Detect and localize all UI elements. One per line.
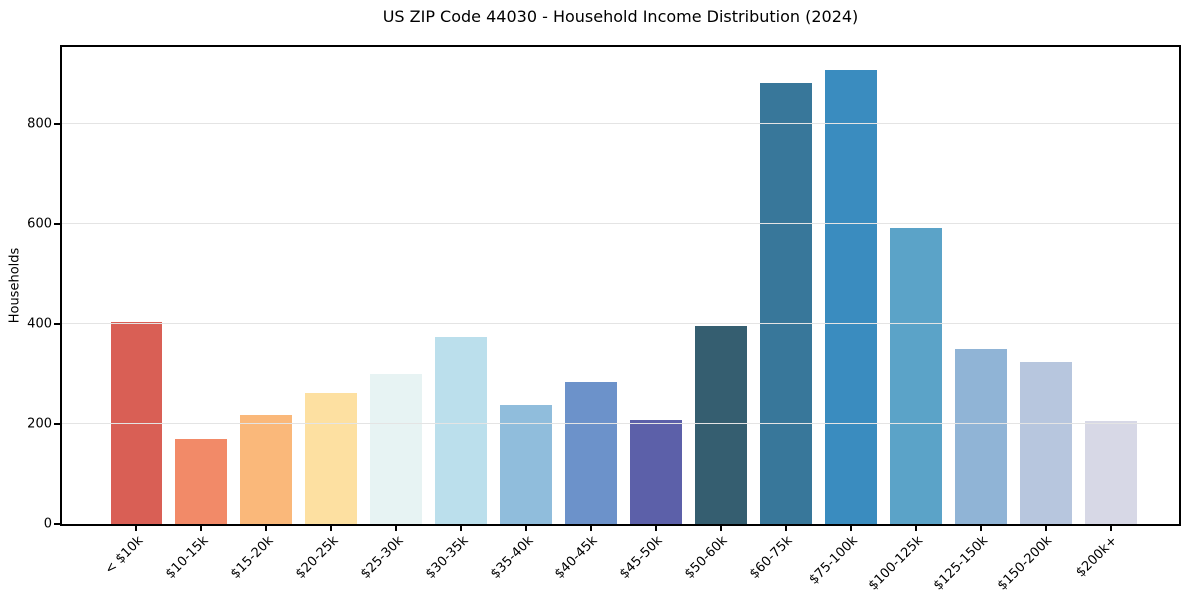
y-tick-mark — [54, 123, 60, 125]
y-tick-mark — [54, 223, 60, 225]
gridline — [62, 423, 1179, 424]
bar-100-125k — [889, 227, 942, 524]
x-tick-mark — [395, 526, 398, 531]
bar-slot: $200k+ — [1073, 47, 1143, 580]
y-axis-label: Households — [7, 247, 23, 324]
x-tick-mark — [914, 526, 917, 531]
gridline — [62, 123, 1179, 124]
x-tick-mark — [719, 526, 722, 531]
bar-slot: $10-15k — [163, 47, 234, 582]
y-tick-label: 600 — [27, 216, 52, 232]
x-tick-label: $100-125k — [865, 533, 926, 590]
bars-row: < $10k $10-15k $15-20k $20-25k $25-30k $30-35… — [102, 47, 1143, 590]
bar-15-20k — [240, 414, 293, 524]
x-tick-mark — [265, 526, 268, 531]
x-tick-label: $150-200k — [995, 533, 1056, 590]
x-tick-label: $15-20k — [227, 533, 277, 582]
bar-125-150k — [954, 348, 1007, 524]
x-tick-mark — [654, 526, 657, 531]
bar-25-30k — [370, 373, 423, 524]
x-tick-label: $40-45k — [552, 533, 601, 582]
x-tick-label: $50-60k — [682, 533, 731, 582]
bar-slot: $35-40k — [488, 47, 559, 582]
x-tick-mark — [979, 526, 982, 531]
x-tick-label: $45-50k — [617, 533, 666, 582]
bar-slot: $150-200k — [995, 47, 1078, 590]
x-tick-label: < $10k — [102, 533, 147, 578]
x-tick-mark — [1044, 526, 1047, 531]
gridline — [62, 323, 1179, 324]
bar-45-50k — [630, 419, 682, 524]
bar-slot: $15-20k — [228, 47, 299, 582]
y-tick-label: 0 — [43, 516, 52, 532]
bar-slot: < $10k — [102, 47, 169, 577]
x-tick-mark — [200, 526, 203, 531]
chart-title: US ZIP Code 44030 - Household Income Dis… — [382, 7, 859, 26]
x-tick-label: $25-30k — [357, 533, 407, 582]
x-tick-label: $125-150k — [930, 533, 991, 590]
x-tick-mark — [460, 526, 463, 531]
x-tick-mark — [525, 526, 528, 531]
bar-slot: $45-50k — [617, 47, 689, 582]
x-tick-label: $20-25k — [292, 533, 342, 582]
bar-slot: $100-125k — [865, 47, 948, 590]
bar-slot: $30-35k — [423, 47, 494, 582]
x-tick-mark — [330, 526, 333, 531]
bar-slot: $125-150k — [930, 47, 1013, 590]
bar-slot: $25-30k — [358, 47, 429, 582]
x-tick-mark — [849, 526, 852, 531]
y-tick-mark — [54, 523, 60, 525]
bar-75-100k — [824, 70, 877, 524]
bar-60-75k — [759, 83, 812, 524]
x-tick-label: $10-15k — [162, 533, 212, 582]
x-tick-label: $60-75k — [747, 533, 796, 582]
bar-30-35k — [435, 337, 488, 524]
x-tick-mark — [784, 526, 787, 531]
bar-200k — [1084, 420, 1137, 524]
y-tick-label: 400 — [27, 316, 52, 332]
y-tick-label: 800 — [27, 116, 52, 132]
y-axis-label-area: Households — [0, 45, 30, 526]
bar-50-60k — [694, 325, 747, 524]
bar-slot: $50-60k — [682, 47, 753, 582]
x-tick-label: $35-40k — [487, 533, 536, 582]
y-tick-mark — [54, 323, 60, 325]
x-tick-mark — [1109, 526, 1112, 531]
bar-slot: $20-25k — [293, 47, 364, 582]
bar-10-15k — [175, 438, 228, 524]
x-tick-label: $30-35k — [422, 533, 472, 582]
gridline — [62, 223, 1179, 224]
y-tick-mark — [54, 423, 60, 425]
bar-35-40k — [500, 404, 553, 524]
y-tick-label: 200 — [27, 416, 52, 432]
bar-slot: $40-45k — [552, 47, 624, 582]
bar-150-200k — [1019, 362, 1072, 524]
x-tick-mark — [590, 526, 593, 531]
bar-20-25k — [305, 393, 358, 524]
x-tick-mark — [135, 526, 138, 531]
bar-slot: $75-100k — [806, 47, 883, 588]
plot-area: < $10k $10-15k $15-20k $20-25k $25-30k $30-35… — [27, 45, 1181, 590]
x-tick-label: $200k+ — [1073, 533, 1121, 581]
x-tick-label: $75-100k — [806, 533, 861, 588]
bar-40-45k — [565, 382, 617, 524]
bar-slot: $60-75k — [747, 47, 818, 582]
